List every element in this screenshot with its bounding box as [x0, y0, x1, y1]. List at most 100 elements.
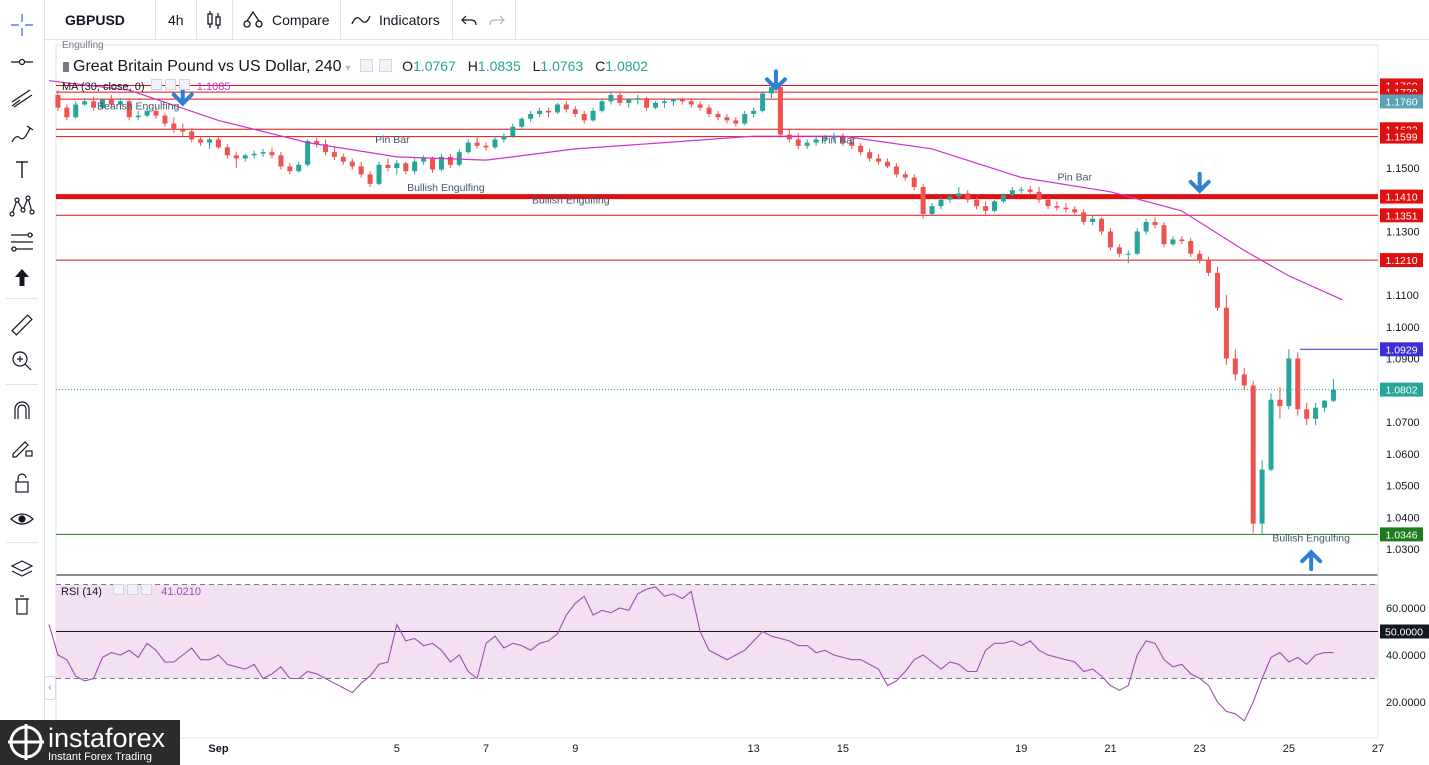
- text-tool[interactable]: [8, 156, 36, 184]
- candle-body: [1188, 241, 1194, 254]
- ma-eye-icon[interactable]: [150, 79, 162, 90]
- brush-tool[interactable]: [8, 120, 36, 148]
- candle-body: [974, 199, 980, 207]
- candle-body: [1241, 374, 1247, 386]
- candle-body: [1313, 407, 1319, 419]
- legend-chevron-icon[interactable]: ▾: [345, 63, 351, 74]
- ma-close-icon[interactable]: [178, 79, 190, 90]
- instaforex-watermark: instaforex Instant Forex Trading: [0, 720, 180, 765]
- level-price-tag-bg: [1380, 208, 1423, 223]
- candle-body: [394, 163, 400, 168]
- remove-drawings-tool[interactable]: [8, 591, 36, 619]
- stay-drawing-tool[interactable]: [8, 433, 36, 461]
- candle-body: [653, 102, 659, 108]
- indicators-button[interactable]: Indicators: [350, 0, 445, 40]
- undo-button[interactable]: [461, 0, 477, 40]
- icon-tool[interactable]: [8, 264, 36, 292]
- time-axis-label: 7: [483, 743, 489, 755]
- candle-legend-icon: [63, 62, 69, 72]
- toolbar-divider: [196, 0, 197, 40]
- candle-body: [929, 206, 935, 215]
- symbol-search-button[interactable]: GBPUSD: [65, 12, 125, 28]
- interval-button[interactable]: 4h: [168, 12, 184, 28]
- candle-body: [376, 164, 382, 184]
- candle-body: [742, 114, 748, 124]
- candle-body: [367, 174, 373, 184]
- toolbar-divider: [515, 0, 516, 40]
- candle-body: [965, 193, 971, 200]
- zoom-tool[interactable]: [8, 347, 36, 375]
- candle-body: [474, 142, 480, 146]
- ma-legend: MA (30, close, 0) 1.1085: [62, 79, 230, 93]
- candle-body: [1295, 358, 1301, 410]
- zoom-in-icon: [12, 351, 32, 371]
- candle-body: [1215, 272, 1220, 308]
- candle-body: [314, 141, 320, 145]
- magnet-tool[interactable]: [8, 397, 36, 425]
- candle-body: [385, 164, 391, 168]
- measure-tool[interactable]: [8, 311, 36, 339]
- crosshair-tool[interactable]: [8, 11, 36, 39]
- trend-line-tool[interactable]: [8, 48, 36, 76]
- candle-body: [867, 152, 873, 159]
- candle-body: [1099, 218, 1105, 232]
- toolbar-divider: [232, 0, 233, 40]
- candle-body: [617, 94, 623, 103]
- candle-body: [1125, 253, 1131, 255]
- candle-body: [278, 155, 284, 167]
- rsi-settings-icon[interactable]: [127, 584, 139, 595]
- chart-type-button[interactable]: [205, 0, 223, 40]
- legend-settings-icon[interactable]: [379, 59, 393, 72]
- eye-icon: [10, 513, 34, 525]
- top-toolbar: GBPUSD 4h Compare Indicators: [0, 0, 1429, 40]
- prediction-tool[interactable]: [8, 228, 36, 256]
- ma-settings-icon[interactable]: [164, 79, 176, 90]
- candle-body: [242, 155, 248, 159]
- magnet-icon: [14, 401, 30, 419]
- channel-tool[interactable]: [8, 84, 36, 112]
- candle-body: [358, 166, 364, 175]
- close-label: C: [595, 58, 606, 74]
- level-price-tag-bg: [1380, 189, 1423, 204]
- candle-body: [670, 99, 676, 102]
- compare-button[interactable]: Compare: [241, 0, 333, 40]
- rsi-eye-icon[interactable]: [113, 584, 125, 595]
- level-price-tag: 1.1599: [1385, 132, 1417, 144]
- pattern-tool[interactable]: [8, 192, 36, 220]
- candle-body: [100, 99, 105, 108]
- candle-body: [108, 99, 114, 105]
- candle-body: [849, 142, 855, 146]
- candle-body: [831, 136, 837, 138]
- redo-button[interactable]: [489, 0, 505, 40]
- candle-body: [1018, 189, 1024, 191]
- candle-body: [1330, 389, 1336, 401]
- undo-icon: [461, 15, 477, 26]
- candle-body: [287, 166, 293, 172]
- drawing-toolbar: [0, 0, 45, 765]
- pattern-annotation: Bullish Engulfing: [532, 195, 610, 207]
- low-value: 1.0763: [540, 58, 584, 74]
- hide-drawings-tool[interactable]: [8, 505, 36, 533]
- candle-body: [305, 141, 311, 165]
- candle-body: [1009, 190, 1015, 195]
- time-axis-label: 15: [837, 743, 849, 755]
- time-axis-label: 9: [572, 743, 578, 755]
- candle-body: [1232, 358, 1238, 375]
- candle-body: [938, 199, 944, 207]
- legend-eye-icon[interactable]: [360, 59, 374, 72]
- price-tag: 1.0929: [1385, 344, 1417, 356]
- lock-tool[interactable]: [8, 469, 36, 497]
- object-tree-tool[interactable]: [8, 555, 36, 583]
- candle-body: [893, 166, 899, 175]
- rsi-close-icon[interactable]: [141, 584, 153, 595]
- indicators-icon: [351, 15, 371, 25]
- candle-body: [349, 161, 355, 167]
- rsi-axis-label: 60.0000: [1386, 603, 1426, 615]
- candle-body: [519, 118, 525, 127]
- ruler-icon: [11, 314, 33, 336]
- compare-icon: [243, 10, 263, 28]
- level-price-tag: 1.1410: [1385, 192, 1417, 204]
- candle-body: [91, 101, 97, 108]
- candle-body: [1161, 225, 1167, 245]
